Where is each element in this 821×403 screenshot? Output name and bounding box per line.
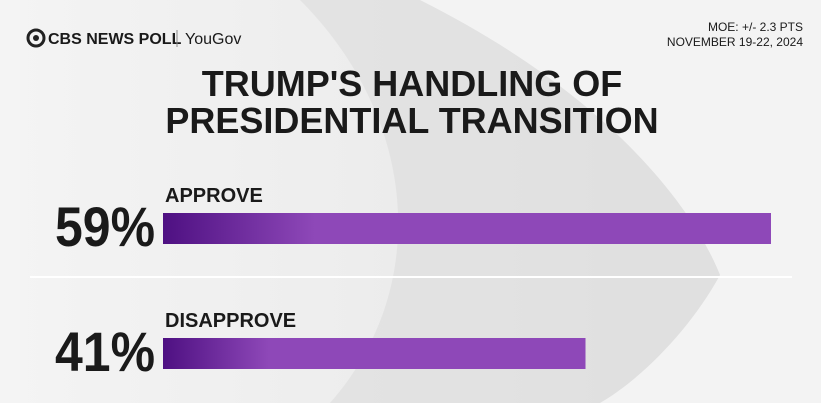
note: MOE: +/- 2.3 PTS	[708, 20, 803, 34]
value-label: 59%	[55, 195, 155, 258]
cbs-eye	[26, 28, 46, 48]
value-label: 41%	[55, 320, 155, 383]
brand: CBS NEWS POLL	[48, 31, 182, 48]
swoosh	[420, 0, 821, 403]
chart-title: TRUMP'S HANDLING OF	[202, 63, 623, 104]
cbs-eye	[33, 35, 39, 41]
category-label: APPROVE	[165, 185, 263, 207]
note: NOVEMBER 19-22, 2024	[667, 35, 803, 49]
bar	[163, 338, 586, 369]
chart-title: PRESIDENTIAL TRANSITION	[165, 100, 658, 141]
bar	[163, 213, 771, 244]
category-label: DISAPPROVE	[165, 310, 296, 332]
partner: YouGov	[185, 31, 241, 48]
